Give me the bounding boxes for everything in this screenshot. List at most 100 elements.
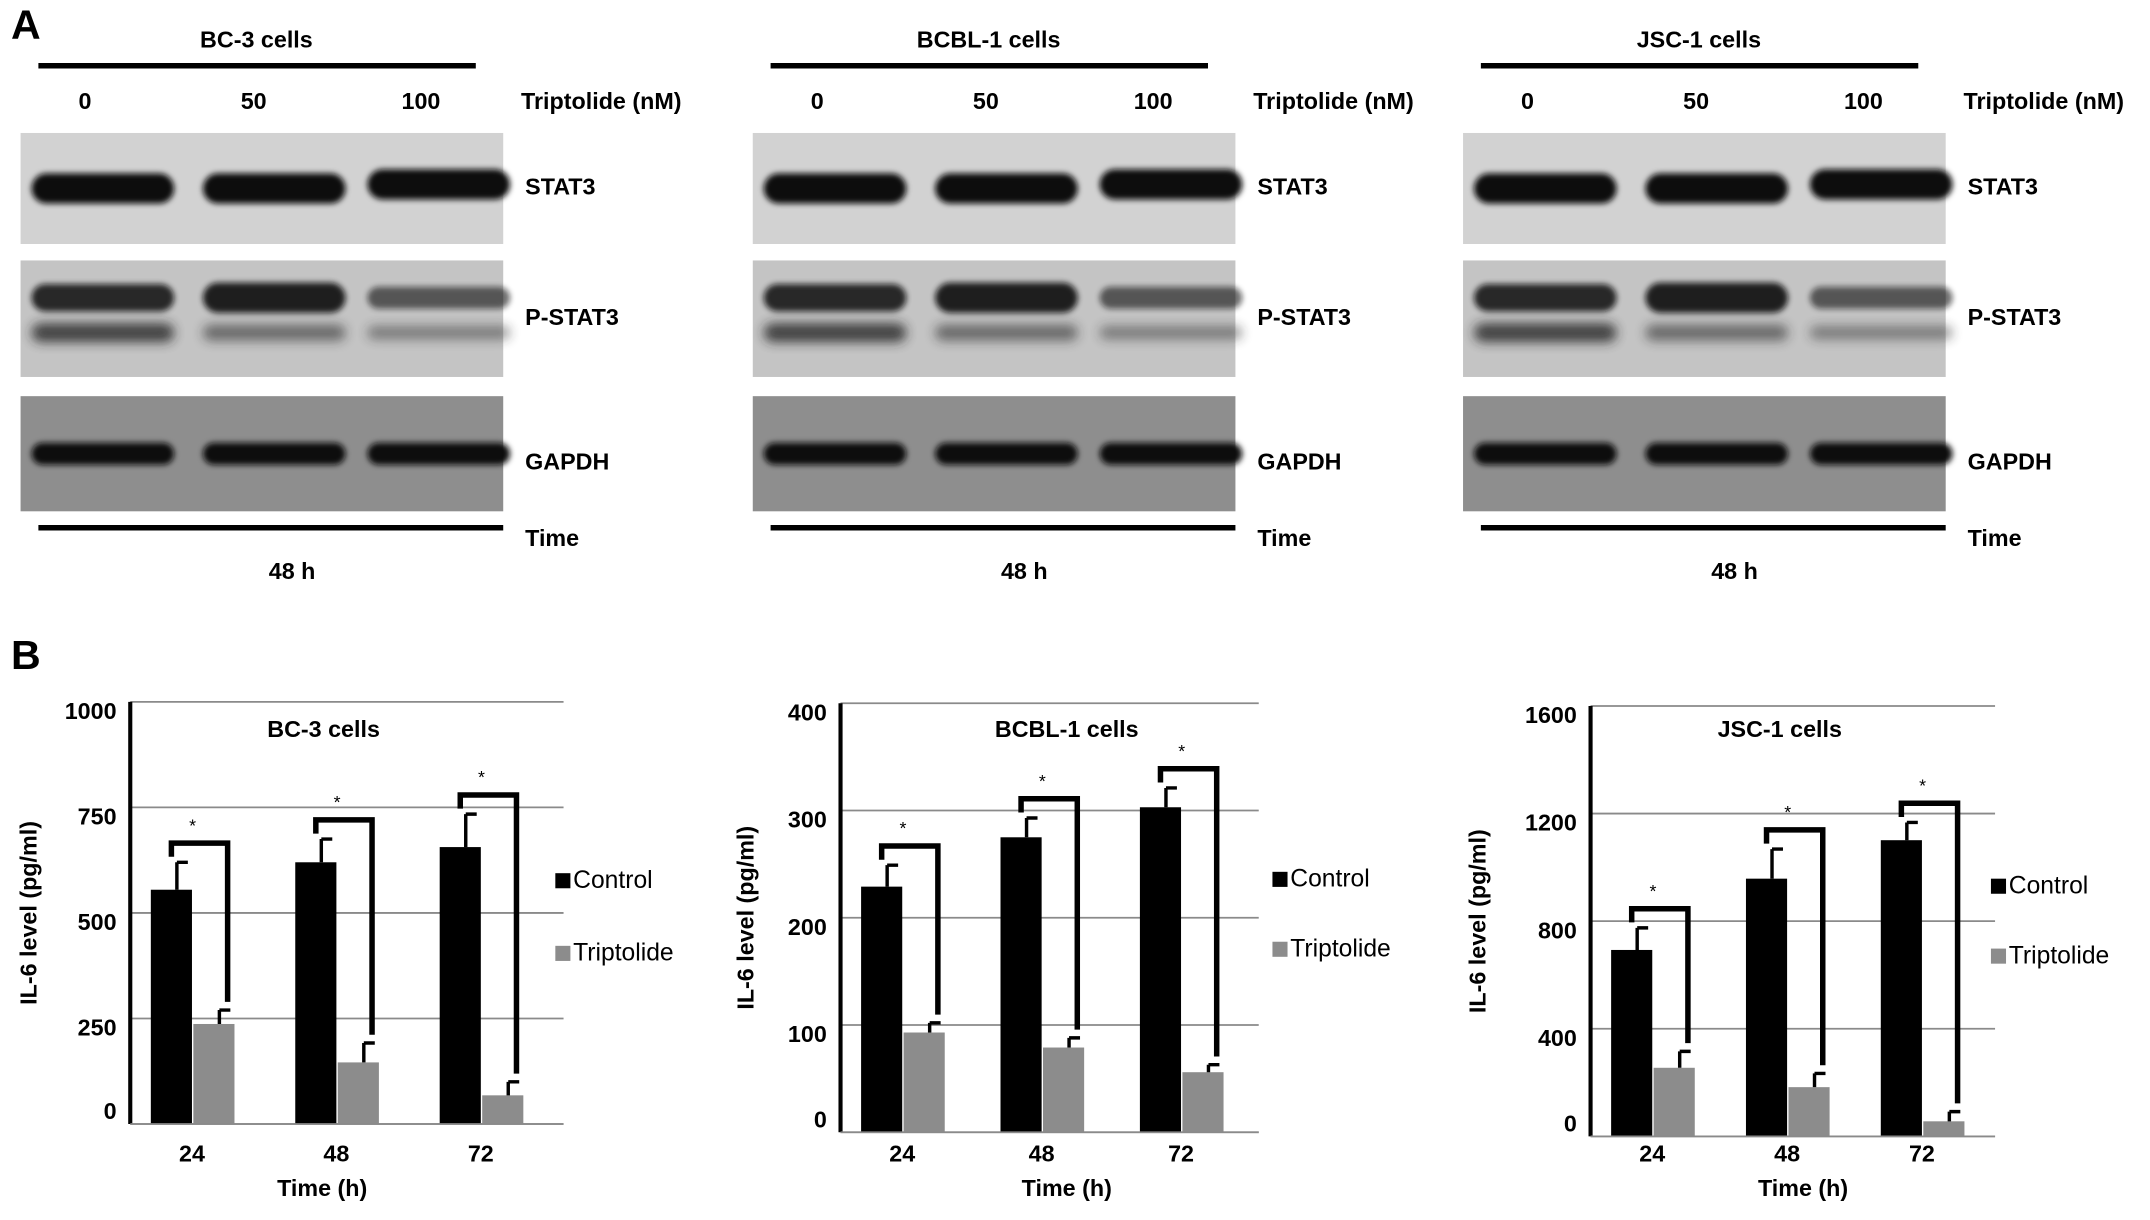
blot-band [1099,325,1243,340]
y-tick-label: 400 [1538,1025,1577,1051]
chart-title: JSC-1 cells [1718,716,1842,742]
blot-band [1645,442,1789,465]
bar [150,889,192,1125]
error-bar [319,837,333,863]
significance-bracket [1018,796,1081,1030]
blot-band [1099,442,1243,465]
bar [482,1095,524,1125]
y-tick-label: 1600 [1525,702,1577,728]
blot-band [1474,173,1617,204]
bar [1611,949,1653,1137]
bar [1788,1087,1830,1137]
dose-title: Triptolide (nM) [521,88,681,114]
time-title: Time [1968,525,2022,551]
legend-swatch [555,945,571,961]
significance-label: * [478,767,485,787]
y-tick-label: 1000 [65,698,117,724]
x-tick-label: 24 [1639,1141,1665,1167]
dose-title: Triptolide (nM) [1964,88,2124,114]
protein-label: STAT3 [525,174,595,200]
x-tick-label: 48 [1774,1141,1800,1167]
blot-band [1099,169,1243,200]
bar [1653,1067,1695,1137]
bar [439,847,481,1125]
significance-label: * [1178,741,1185,761]
time-label: 48 h [269,558,316,584]
legend-swatch [1272,941,1288,957]
panel-label: A [11,1,41,47]
x-axis-label: Time (h) [277,1175,367,1201]
x-axis-label: Time (h) [1758,1175,1848,1201]
blot-band [1809,169,1953,200]
dose-label: 0 [79,88,92,114]
blot-band [1809,286,1953,309]
significance-label: * [1784,802,1791,822]
bar [1043,1047,1085,1133]
error-bar [1770,847,1783,879]
bar [1923,1121,1965,1137]
blot-band [763,323,907,343]
significance-label: * [189,815,196,835]
protein-label: GAPDH [1968,448,2052,474]
blot-band [367,325,511,340]
error-bar [1812,1071,1826,1088]
y-tick-label: 250 [78,1015,117,1041]
significance-label: * [899,818,906,838]
significance-bracket [1628,905,1691,1044]
blot-band [31,442,175,465]
cell-title: JSC-1 cells [1637,26,1761,52]
dose-title: Triptolide (nM) [1253,88,1413,114]
legend-label: Triptolide [573,940,674,967]
time-title: Time [525,525,579,551]
blot-band [202,173,346,204]
y-tick-label: 500 [78,909,117,935]
blot-membrane [1463,260,1946,377]
significance-bracket [1157,766,1220,1057]
dose-label: 100 [1134,88,1173,114]
blot-band [202,324,346,341]
bar [1139,807,1182,1133]
legend-label: Control [573,867,652,894]
significance-label: * [1649,881,1656,901]
bar [337,1062,379,1125]
error-bar [1024,816,1038,838]
legend-label: Control [1290,866,1369,893]
y-tick-label: 750 [78,804,117,830]
blot-band [31,323,175,343]
protein-label: STAT3 [1968,174,2038,200]
error-bar [885,863,899,887]
significance-label: * [1039,771,1046,791]
y-tick-label: 400 [788,699,827,725]
x-axis-label: Time (h) [1022,1175,1112,1201]
error-bar [1635,926,1649,950]
error-bar [1905,820,1918,841]
legend-swatch [1272,871,1288,887]
blot-band [1645,282,1789,313]
blot-band [1645,324,1789,341]
blot-band [367,169,511,200]
legend-label: Triptolide [2009,942,2110,969]
bar [1745,878,1788,1137]
blot-band [1645,173,1789,204]
y-tick-label: 0 [1564,1111,1577,1137]
bar [1880,840,1922,1137]
blot-band [763,442,907,465]
blot-band [202,442,346,465]
blot-band [367,442,511,465]
x-tick-label: 48 [323,1141,349,1167]
legend-label: Control [2009,872,2088,899]
error-bar [927,1021,941,1033]
blot-band [367,286,511,309]
y-tick-label: 0 [814,1106,827,1132]
error-bar [217,1008,231,1024]
x-tick-label: 24 [889,1141,915,1167]
y-axis-label: IL-6 level (pg/ml) [732,826,758,1010]
y-axis-label: IL-6 level (pg/ml) [1465,829,1491,1013]
blot-membrane [20,260,504,377]
blot-band [1474,442,1617,465]
protein-label: P-STAT3 [1968,304,2062,330]
protein-label: GAPDH [1257,448,1341,474]
error-bar [1677,1049,1691,1068]
legend-swatch [555,873,571,889]
legend-swatch [1990,878,2007,894]
